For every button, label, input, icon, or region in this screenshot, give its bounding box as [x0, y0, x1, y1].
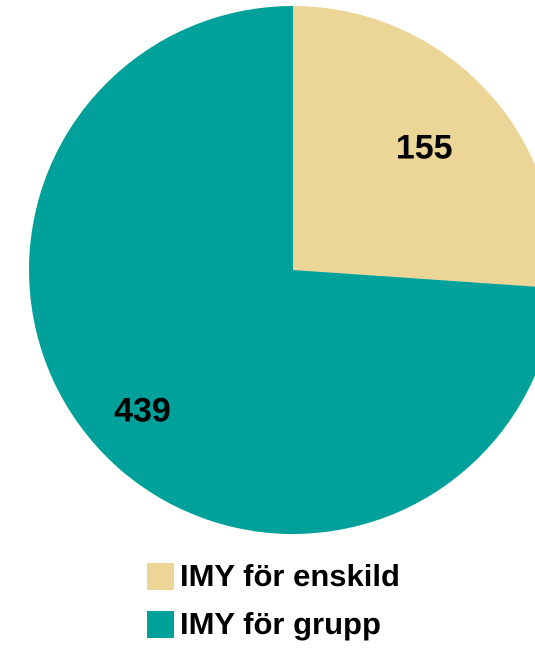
legend-swatch-grupp [147, 610, 174, 638]
pie-slice-grupp [29, 6, 535, 534]
data-label-grupp: 439 [114, 392, 171, 430]
data-label-enskild: 155 [396, 128, 453, 166]
legend-item-grupp: IMY för grupp [147, 600, 400, 648]
legend-swatch-enskild [147, 562, 174, 590]
pie-slice-enskild [293, 6, 535, 287]
legend-label-enskild: IMY för enskild [180, 558, 400, 593]
legend-label-grupp: IMY för grupp [180, 606, 381, 641]
legend-item-enskild: IMY för enskild [147, 552, 400, 600]
chart-legend: IMY för enskild IMY för grupp [147, 552, 400, 648]
pie-data-labels: 155 439 [114, 128, 452, 429]
pie-slices [29, 6, 535, 534]
